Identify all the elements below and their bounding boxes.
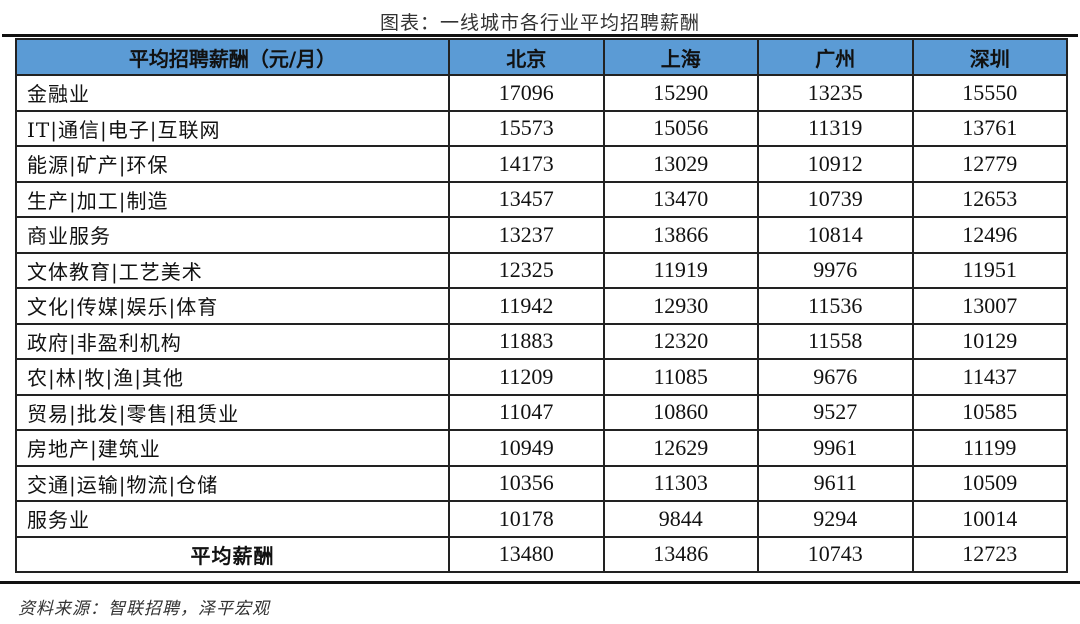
salary-cell: 11199 (911, 429, 1068, 467)
salary-cell: 12779 (911, 145, 1068, 183)
salary-cell: 13235 (757, 74, 914, 112)
salary-cell: 13470 (602, 180, 759, 218)
salary-cell: 10129 (911, 322, 1068, 360)
salary-cell: 11437 (911, 358, 1068, 396)
salary-cell: 12653 (911, 180, 1068, 218)
salary-cell: 15573 (448, 109, 605, 147)
salary-cell: 9976 (757, 251, 914, 289)
salary-cell: 10585 (911, 393, 1068, 431)
salary-cell: 9294 (757, 500, 914, 538)
salary-cell: 10356 (448, 464, 605, 502)
salary-cell: 10509 (911, 464, 1068, 502)
header-industry: 平均招聘薪酬（元/月） (15, 38, 450, 76)
salary-cell: 11942 (448, 287, 605, 325)
salary-cell: 13029 (602, 145, 759, 183)
salary-cell: 11085 (602, 358, 759, 396)
table-row: 生产|加工|制造 13457 13470 10739 12653 (15, 180, 1068, 218)
salary-cell: 9844 (602, 500, 759, 538)
salary-cell: 12723 (911, 535, 1068, 573)
source-note: 资料来源：智联招聘，泽平宏观 (18, 599, 270, 619)
industry-name: 金融业 (15, 74, 450, 112)
table-row: 房地产|建筑业 10949 12629 9961 11199 (15, 429, 1068, 467)
table-row: 服务业 10178 9844 9294 10014 (15, 500, 1068, 538)
top-rule (2, 34, 1078, 37)
header-city: 广州 (757, 38, 914, 76)
table-row: 政府|非盈利机构 11883 12320 11558 10129 (15, 322, 1068, 360)
header-row: 平均招聘薪酬（元/月） 北京 上海 广州 深圳 (15, 38, 1068, 76)
salary-cell: 13007 (911, 287, 1068, 325)
salary-cell: 13486 (602, 535, 759, 573)
salary-cell: 9527 (757, 393, 914, 431)
industry-name: 政府|非盈利机构 (15, 322, 450, 360)
industry-name: 生产|加工|制造 (15, 180, 450, 218)
industry-name: 商业服务 (15, 216, 450, 254)
average-row: 平均薪酬 13480 13486 10743 12723 (15, 535, 1068, 573)
salary-cell: 13457 (448, 180, 605, 218)
industry-name: 能源|矿产|环保 (15, 145, 450, 183)
salary-cell: 13866 (602, 216, 759, 254)
salary-cell: 11319 (757, 109, 914, 147)
salary-cell: 12629 (602, 429, 759, 467)
industry-name: 文体教育|工艺美术 (15, 251, 450, 289)
salary-cell: 12325 (448, 251, 605, 289)
industry-name: 房地产|建筑业 (15, 429, 450, 467)
industry-name: 交通|运输|物流|仓储 (15, 464, 450, 502)
industry-name: 农|林|牧|渔|其他 (15, 358, 450, 396)
salary-cell: 14173 (448, 145, 605, 183)
salary-cell: 10178 (448, 500, 605, 538)
salary-cell: 10014 (911, 500, 1068, 538)
table-row: 农|林|牧|渔|其他 11209 11085 9676 11437 (15, 358, 1068, 396)
salary-cell: 15056 (602, 109, 759, 147)
salary-cell: 13480 (448, 535, 605, 573)
salary-cell: 11883 (448, 322, 605, 360)
salary-cell: 11951 (911, 251, 1068, 289)
bottom-rule (0, 581, 1080, 584)
salary-cell: 11558 (757, 322, 914, 360)
salary-cell: 11303 (602, 464, 759, 502)
table-title: 图表：一线城市各行业平均招聘薪酬 (379, 12, 700, 34)
header-city: 深圳 (911, 38, 1068, 76)
salary-cell: 10949 (448, 429, 605, 467)
table-row: 文化|传媒|娱乐|体育 11942 12930 11536 13007 (15, 287, 1068, 325)
table-row: 金融业 17096 15290 13235 15550 (15, 74, 1068, 112)
salary-cell: 11919 (602, 251, 759, 289)
salary-cell: 15550 (911, 74, 1068, 112)
table-row: 能源|矿产|环保 14173 13029 10912 12779 (15, 145, 1068, 183)
industry-name: 平均薪酬 (15, 535, 450, 573)
header-city: 北京 (448, 38, 605, 76)
salary-cell: 10912 (757, 145, 914, 183)
industry-name: 服务业 (15, 500, 450, 538)
header-city: 上海 (602, 38, 759, 76)
salary-cell: 17096 (448, 74, 605, 112)
salary-cell: 9961 (757, 429, 914, 467)
industry-name: 文化|传媒|娱乐|体育 (15, 287, 450, 325)
table-row: 贸易|批发|零售|租赁业 11047 10860 9527 10585 (15, 393, 1068, 431)
salary-cell: 12320 (602, 322, 759, 360)
salary-cell: 11209 (448, 358, 605, 396)
industry-name: 贸易|批发|零售|租赁业 (15, 393, 450, 431)
salary-cell: 12930 (602, 287, 759, 325)
salary-cell: 11536 (757, 287, 914, 325)
salary-cell: 10739 (757, 180, 914, 218)
salary-cell: 12496 (911, 216, 1068, 254)
salary-cell: 13761 (911, 109, 1068, 147)
table-row: 商业服务 13237 13866 10814 12496 (15, 216, 1068, 254)
industry-name: IT|通信|电子|互联网 (15, 109, 450, 147)
salary-cell: 10814 (757, 216, 914, 254)
table-row: IT|通信|电子|互联网 15573 15056 11319 13761 (15, 109, 1068, 147)
salary-cell: 9676 (757, 358, 914, 396)
salary-cell: 15290 (602, 74, 759, 112)
table-row: 文体教育|工艺美术 12325 11919 9976 11951 (15, 251, 1068, 289)
salary-cell: 10743 (757, 535, 914, 573)
salary-cell: 11047 (448, 393, 605, 431)
salary-cell: 9611 (757, 464, 914, 502)
table-row: 交通|运输|物流|仓储 10356 11303 9611 10509 (15, 464, 1068, 502)
salary-cell: 13237 (448, 216, 605, 254)
salary-cell: 10860 (602, 393, 759, 431)
salary-table: 平均招聘薪酬（元/月） 北京 上海 广州 深圳 金融业 17096 15290 13235 15… (15, 38, 1068, 573)
